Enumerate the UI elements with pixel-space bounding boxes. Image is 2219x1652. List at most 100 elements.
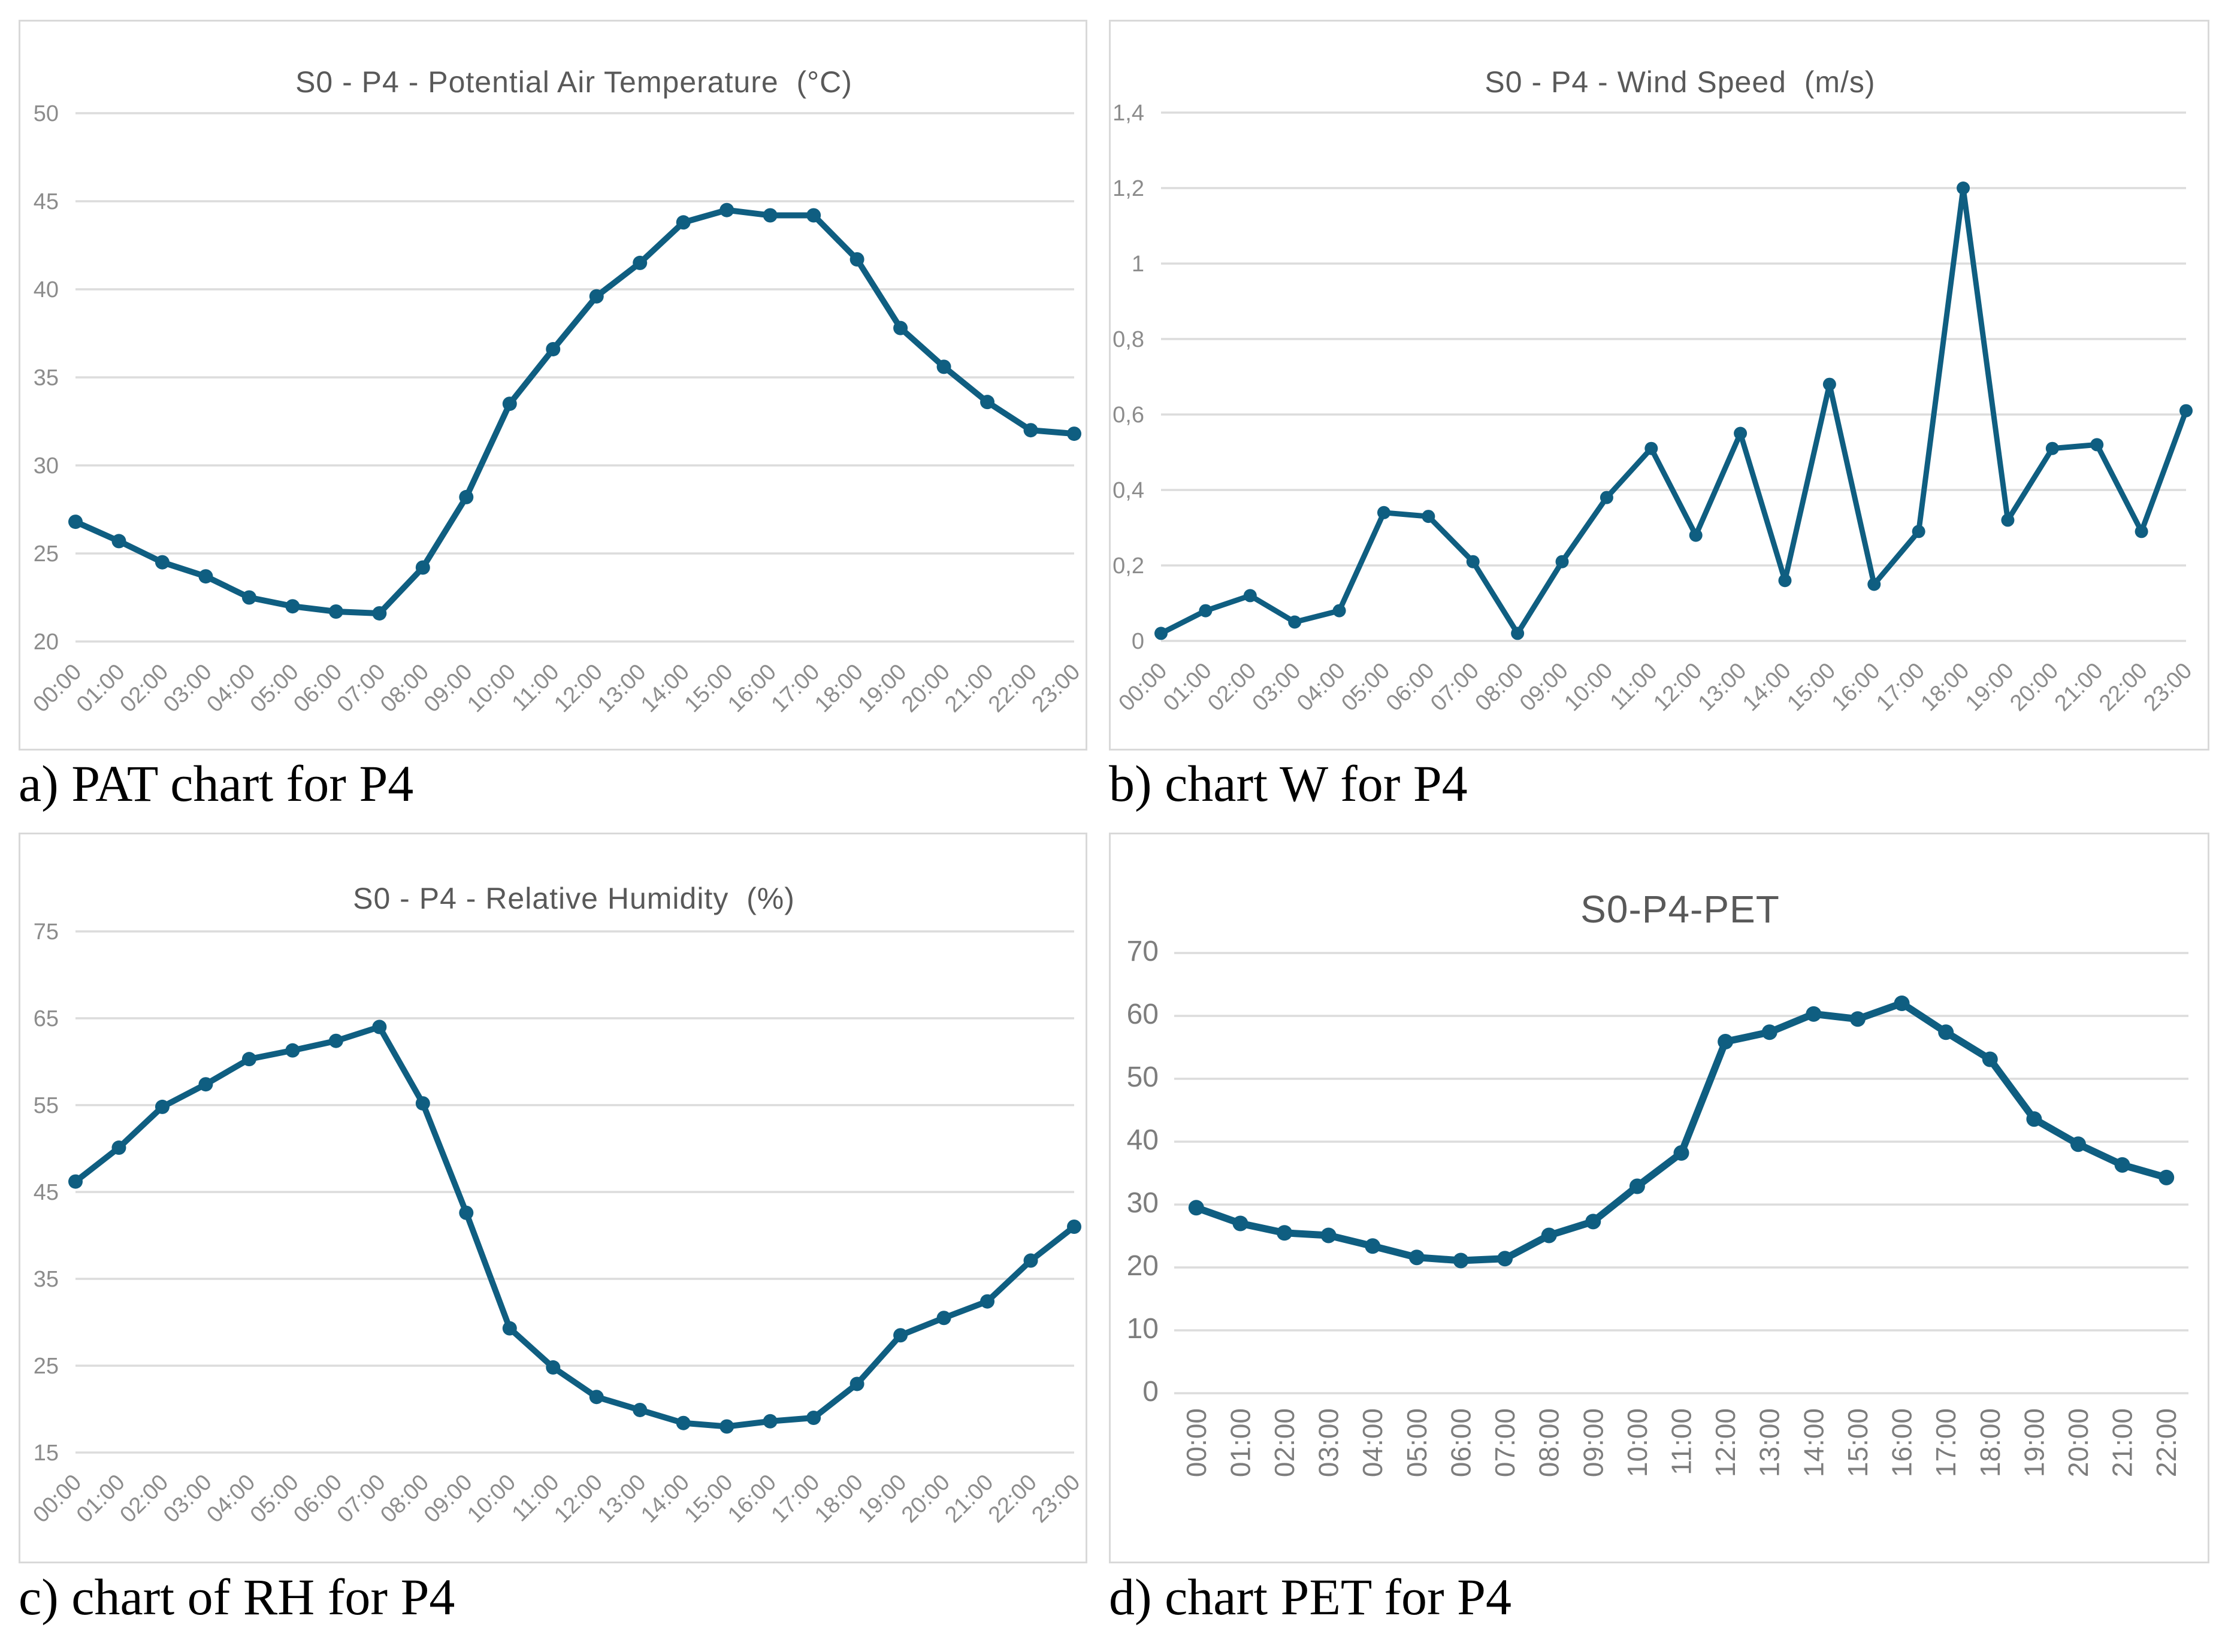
svg-text:01:00: 01:00 bbox=[1225, 1408, 1256, 1477]
svg-text:11:00: 11:00 bbox=[1666, 1408, 1697, 1475]
svg-text:45: 45 bbox=[34, 189, 59, 214]
svg-text:18:00: 18:00 bbox=[1916, 658, 1974, 716]
pet-chart-title: S0-P4-PET bbox=[1580, 888, 1780, 931]
svg-text:40: 40 bbox=[34, 277, 59, 302]
pat-line-chart: 5045403530252000:0001:0002:0003:0004:000… bbox=[28, 101, 1085, 718]
svg-text:0: 0 bbox=[1132, 629, 1144, 654]
svg-text:20:00: 20:00 bbox=[2063, 1408, 2094, 1477]
svg-text:09:00: 09:00 bbox=[419, 1470, 477, 1528]
svg-text:03:00: 03:00 bbox=[159, 1470, 217, 1528]
svg-text:35: 35 bbox=[34, 1267, 59, 1292]
svg-text:15:00: 15:00 bbox=[1842, 1408, 1873, 1477]
svg-text:03:00: 03:00 bbox=[159, 659, 217, 718]
svg-text:13:00: 13:00 bbox=[593, 1470, 651, 1528]
svg-text:00:00: 00:00 bbox=[1114, 658, 1172, 716]
svg-text:0,4: 0,4 bbox=[1112, 478, 1144, 503]
svg-text:14:00: 14:00 bbox=[636, 1470, 694, 1528]
svg-text:10:00: 10:00 bbox=[462, 1470, 521, 1528]
svg-text:00:00: 00:00 bbox=[28, 1470, 86, 1528]
svg-text:19:00: 19:00 bbox=[2018, 1408, 2049, 1477]
svg-text:23:00: 23:00 bbox=[1027, 659, 1085, 718]
pat-chart-panel: S0 - P4 - Potential Air Temperature (°C)… bbox=[19, 20, 1087, 751]
svg-text:04:00: 04:00 bbox=[202, 1470, 260, 1528]
svg-text:04:00: 04:00 bbox=[1357, 1408, 1388, 1477]
svg-text:15: 15 bbox=[34, 1441, 59, 1466]
svg-text:07:00: 07:00 bbox=[332, 659, 391, 718]
svg-text:0,6: 0,6 bbox=[1112, 403, 1144, 428]
svg-text:17:00: 17:00 bbox=[1930, 1408, 1961, 1477]
svg-text:19:00: 19:00 bbox=[854, 659, 912, 718]
svg-text:06:00: 06:00 bbox=[289, 659, 347, 718]
svg-text:01:00: 01:00 bbox=[72, 1470, 130, 1528]
humidity-chart-title: S0 - P4 - Relative Humidity (%) bbox=[353, 882, 795, 915]
pet-line-chart: 70 60 50 40 30 20 10 0 00:00 01:00 02:00 03:00 04:00… bbox=[1127, 936, 2188, 1477]
svg-text:65: 65 bbox=[34, 1006, 59, 1031]
svg-text:08:00: 08:00 bbox=[1471, 658, 1529, 716]
svg-text:23:00: 23:00 bbox=[1027, 1470, 1085, 1528]
svg-text:18:00: 18:00 bbox=[810, 659, 868, 718]
svg-text:12:00: 12:00 bbox=[549, 659, 607, 718]
svg-text:60: 60 bbox=[1127, 999, 1159, 1030]
svg-text:25: 25 bbox=[34, 1354, 59, 1379]
svg-text:20:00: 20:00 bbox=[2005, 658, 2063, 716]
svg-text:21:00: 21:00 bbox=[940, 1470, 998, 1528]
svg-text:16:00: 16:00 bbox=[723, 659, 781, 718]
svg-text:02:00: 02:00 bbox=[115, 1470, 173, 1528]
caption-b: b) chart W for P4 bbox=[1109, 755, 1468, 812]
svg-text:22:00: 22:00 bbox=[2094, 658, 2153, 716]
svg-text:0,2: 0,2 bbox=[1112, 553, 1144, 579]
svg-text:11:00: 11:00 bbox=[507, 1470, 564, 1527]
svg-text:14:00: 14:00 bbox=[1798, 1408, 1829, 1477]
svg-text:02:00: 02:00 bbox=[1203, 658, 1261, 716]
svg-text:1: 1 bbox=[1132, 252, 1144, 277]
svg-text:08:00: 08:00 bbox=[376, 1470, 434, 1528]
svg-text:16:00: 16:00 bbox=[723, 1470, 781, 1528]
caption-d: d) chart PET for P4 bbox=[1109, 1568, 1511, 1626]
pat-chart-title: S0 - P4 - Potential Air Temperature (°C) bbox=[295, 65, 852, 99]
svg-text:45: 45 bbox=[34, 1180, 59, 1205]
svg-text:50: 50 bbox=[34, 101, 59, 126]
svg-text:09:00: 09:00 bbox=[419, 659, 477, 718]
svg-text:11:00: 11:00 bbox=[507, 659, 564, 716]
svg-text:13:00: 13:00 bbox=[1694, 658, 1752, 716]
svg-text:21:00: 21:00 bbox=[940, 659, 998, 718]
svg-text:75: 75 bbox=[34, 919, 59, 945]
svg-text:18:00: 18:00 bbox=[810, 1470, 868, 1528]
svg-text:18:00: 18:00 bbox=[1975, 1408, 2006, 1477]
svg-text:17:00: 17:00 bbox=[1872, 658, 1930, 716]
svg-text:17:00: 17:00 bbox=[767, 1470, 825, 1528]
svg-text:14:00: 14:00 bbox=[636, 659, 694, 718]
svg-text:21:00: 21:00 bbox=[2107, 1408, 2138, 1477]
svg-text:10:00: 10:00 bbox=[1559, 658, 1618, 716]
svg-text:10:00: 10:00 bbox=[1622, 1408, 1653, 1477]
svg-text:03:00: 03:00 bbox=[1313, 1408, 1344, 1477]
svg-text:10:00: 10:00 bbox=[462, 659, 521, 718]
svg-text:08:00: 08:00 bbox=[1534, 1408, 1565, 1477]
svg-text:06:00: 06:00 bbox=[289, 1470, 347, 1528]
svg-text:15:00: 15:00 bbox=[680, 1470, 738, 1528]
svg-text:02:00: 02:00 bbox=[1269, 1408, 1300, 1477]
svg-text:05:00: 05:00 bbox=[246, 659, 304, 718]
svg-text:12:00: 12:00 bbox=[549, 1470, 607, 1528]
svg-text:09:00: 09:00 bbox=[1577, 1408, 1609, 1477]
svg-text:12:00: 12:00 bbox=[1649, 658, 1707, 716]
wind-chart-title: S0 - P4 - Wind Speed (m/s) bbox=[1485, 65, 1876, 99]
svg-text:21:00: 21:00 bbox=[2050, 658, 2108, 716]
svg-text:10: 10 bbox=[1127, 1313, 1159, 1345]
svg-text:07:00: 07:00 bbox=[332, 1470, 391, 1528]
svg-text:04:00: 04:00 bbox=[202, 659, 260, 718]
svg-text:06:00: 06:00 bbox=[1381, 658, 1440, 716]
svg-text:01:00: 01:00 bbox=[1159, 658, 1217, 716]
svg-text:16:00: 16:00 bbox=[1827, 658, 1885, 716]
svg-text:07:00: 07:00 bbox=[1489, 1408, 1520, 1477]
svg-text:11:00: 11:00 bbox=[1606, 658, 1662, 715]
svg-text:0,8: 0,8 bbox=[1112, 327, 1144, 352]
humidity-chart-panel: S0 - P4 - Relative Humidity (%) 75 65 55 45… bbox=[19, 833, 1087, 1563]
svg-text:1,2: 1,2 bbox=[1112, 176, 1144, 201]
svg-text:1,4: 1,4 bbox=[1112, 101, 1144, 126]
svg-text:07:00: 07:00 bbox=[1426, 658, 1484, 716]
svg-text:12:00: 12:00 bbox=[1710, 1408, 1741, 1477]
svg-text:17:00: 17:00 bbox=[767, 659, 825, 718]
pet-chart-panel: S0-P4-PET 70 60 50 40 30 20 10 0 00:00 01:00 02:00… bbox=[1109, 833, 2209, 1563]
